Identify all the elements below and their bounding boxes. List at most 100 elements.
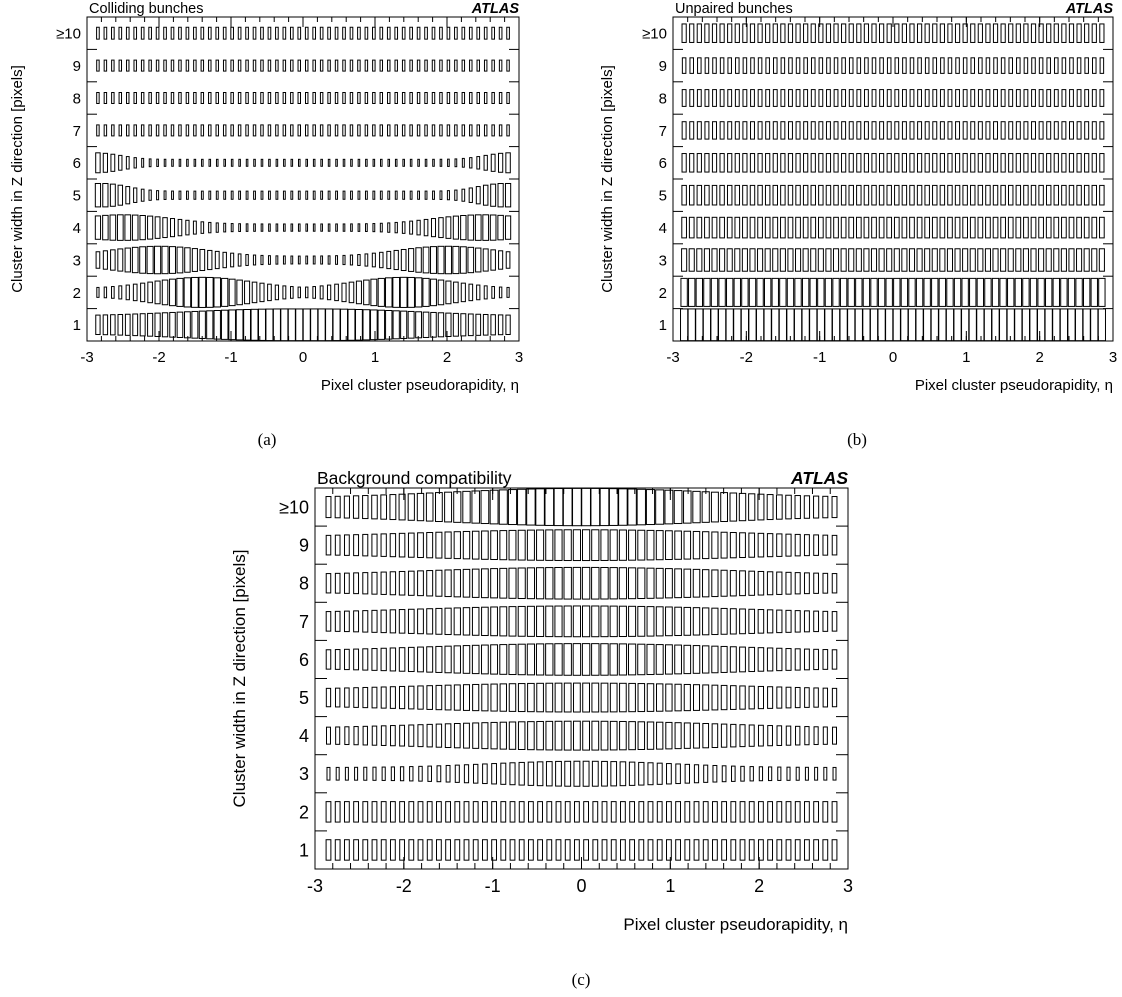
box-mark <box>813 610 820 633</box>
box-mark <box>260 158 264 167</box>
box-mark <box>871 184 877 206</box>
box-mark <box>155 26 160 40</box>
box-mark <box>290 286 294 299</box>
box-mark <box>718 277 726 307</box>
box-mark <box>148 189 152 201</box>
box-mark <box>305 59 309 72</box>
box-mark <box>750 89 755 107</box>
box-mark <box>763 277 772 307</box>
box-mark <box>497 183 504 208</box>
box-mark <box>517 567 526 600</box>
box-mark <box>993 89 998 107</box>
box-mark <box>730 801 737 823</box>
box-mark <box>647 762 654 786</box>
box-mark <box>1069 121 1074 140</box>
box-mark <box>498 26 503 40</box>
box-mark <box>504 215 512 240</box>
box-mark <box>282 190 286 200</box>
box-mark <box>862 277 871 307</box>
box-mark <box>497 214 504 241</box>
box-mark <box>886 153 892 173</box>
box-mark <box>468 283 474 302</box>
box-mark <box>357 223 361 232</box>
box-mark <box>435 492 443 523</box>
box-mark <box>461 59 466 72</box>
box-mark <box>147 281 153 304</box>
box-mark <box>379 92 384 104</box>
box-mark <box>712 764 718 783</box>
box-mark <box>794 648 801 671</box>
box-mark <box>282 285 287 300</box>
box-mark <box>712 89 717 107</box>
box-mark <box>1038 121 1044 140</box>
box-mark <box>417 608 424 635</box>
box-mark <box>831 496 838 519</box>
y-tick-label: 1 <box>299 840 309 860</box>
box-mark <box>818 89 824 107</box>
box-mark <box>582 682 590 713</box>
box-mark <box>879 89 885 107</box>
box-mark <box>776 571 783 595</box>
box-mark <box>389 839 396 861</box>
box-mark <box>118 154 123 171</box>
box-mark <box>702 531 710 560</box>
box-mark <box>947 216 953 239</box>
box-mark <box>720 531 728 559</box>
box-mark <box>169 218 176 238</box>
box-mark <box>848 248 855 272</box>
box-mark <box>353 610 360 633</box>
box-mark <box>483 26 488 40</box>
box-mark <box>871 89 877 107</box>
box-mark <box>840 184 847 206</box>
box-mark <box>96 124 100 137</box>
box-row-4 <box>94 214 512 241</box>
box-mark <box>504 182 512 208</box>
box-mark <box>599 488 610 527</box>
box-mark <box>170 59 175 72</box>
box-mark <box>1053 184 1060 206</box>
box-mark <box>962 121 968 140</box>
y-tick-label: 8 <box>659 90 667 107</box>
box-mark <box>1030 153 1037 173</box>
box-mark <box>847 277 855 307</box>
y-tick-label: 3 <box>299 764 309 784</box>
box-mark <box>825 248 832 272</box>
box-mark <box>148 124 152 137</box>
box-mark <box>416 26 421 40</box>
box-mark <box>592 801 599 823</box>
box-mark <box>102 152 108 173</box>
box-mark <box>764 248 771 272</box>
box-mark <box>938 308 947 342</box>
box-mark <box>124 214 132 241</box>
box-mark <box>177 218 183 237</box>
box-mark <box>1007 277 1015 307</box>
box-mark <box>357 59 361 72</box>
box-mark <box>1030 248 1037 272</box>
box-row-5 <box>325 682 838 713</box>
box-mark <box>325 573 332 594</box>
box-mark <box>711 684 719 711</box>
box-mark <box>546 839 553 861</box>
box-mark <box>245 190 249 200</box>
box-mark <box>545 720 554 751</box>
x-axis-label: Pixel cluster pseudorapidity, η <box>623 915 848 934</box>
box-mark <box>545 761 553 787</box>
box-mark <box>766 571 774 596</box>
box-mark <box>924 216 931 239</box>
x-tick-label: 3 <box>843 876 853 896</box>
box-mark <box>955 121 961 140</box>
box-mark <box>446 190 450 201</box>
box-mark <box>238 223 241 232</box>
box-mark <box>154 216 161 239</box>
box-mark <box>778 308 787 342</box>
box-mark <box>609 605 618 638</box>
box-mark <box>739 570 746 597</box>
box-mark <box>344 572 350 594</box>
y-tick-label: 6 <box>73 155 81 172</box>
box-mark <box>863 121 869 140</box>
box-mark <box>185 92 190 104</box>
box-mark <box>932 184 938 206</box>
box-mark <box>409 190 413 200</box>
box-mark <box>237 124 242 137</box>
box-mark <box>692 490 701 524</box>
